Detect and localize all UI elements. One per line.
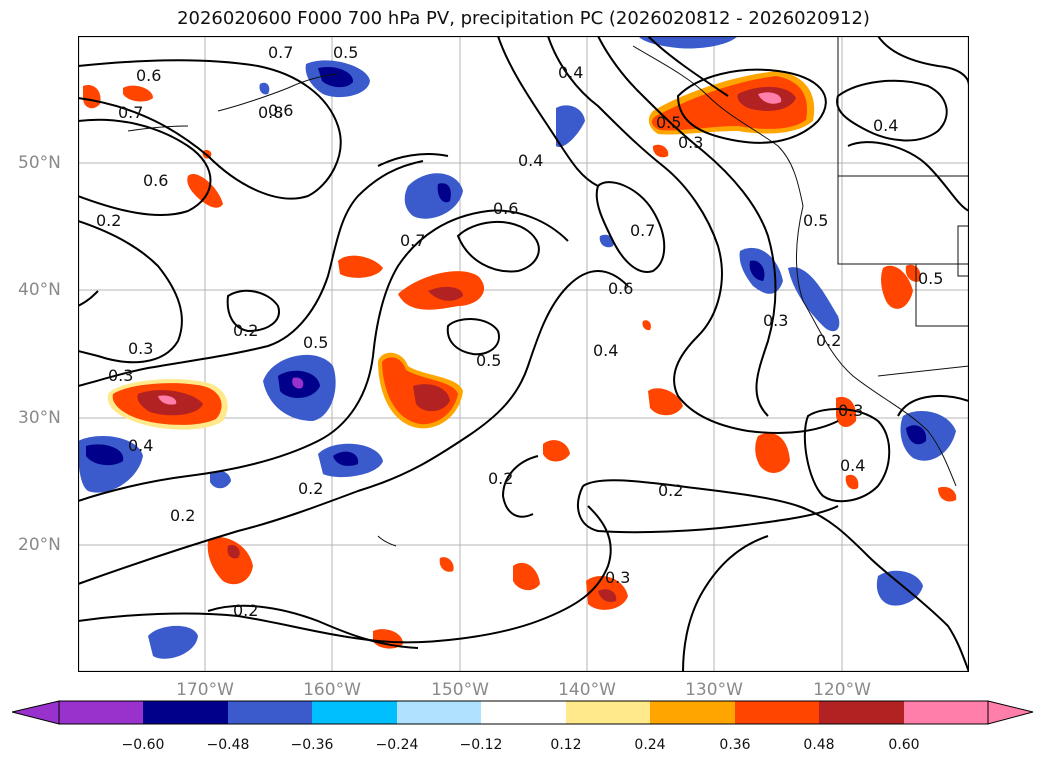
coastlines [127, 36, 969, 547]
colorbar-tick: 0.48 [803, 737, 835, 753]
map-panel: 0.7 0.6 0.6 0.7 0.8 0.5 0.6 0.2 0.3 0.2 … [78, 36, 969, 672]
colorbar-bin [397, 701, 481, 724]
svg-text:0.3: 0.3 [108, 366, 133, 385]
svg-text:0.5: 0.5 [803, 211, 828, 230]
svg-text:0.6: 0.6 [608, 279, 633, 298]
lon-label-150w: 150°W [431, 680, 489, 700]
svg-text:0.7: 0.7 [268, 43, 293, 62]
svg-text:0.2: 0.2 [298, 479, 323, 498]
svg-text:0.2: 0.2 [233, 321, 258, 340]
colorbar-tick: −0.36 [290, 737, 334, 753]
negative-precip-shading [78, 36, 956, 659]
contour-labels: 0.7 0.6 0.6 0.7 0.8 0.5 0.6 0.2 0.3 0.2 … [96, 43, 943, 620]
colorbar-tick: −0.24 [375, 737, 419, 753]
svg-text:0.3: 0.3 [678, 133, 703, 152]
colorbar-tick: 0.12 [550, 737, 582, 753]
colorbar-tick: 0.60 [888, 737, 920, 753]
svg-text:0.2: 0.2 [658, 481, 683, 500]
colorbar-extend-low [11, 700, 60, 725]
colorbar-bin [650, 701, 735, 724]
positive-precip-shading [83, 71, 957, 649]
colorbar-bin [566, 701, 650, 724]
svg-text:0.6: 0.6 [493, 199, 518, 218]
colorbar-bin [143, 701, 228, 724]
svg-text:0.7: 0.7 [118, 103, 143, 122]
graticule [78, 36, 969, 672]
svg-text:0.3: 0.3 [763, 311, 788, 330]
lon-label-130w: 130°W [685, 680, 743, 700]
svg-text:0.5: 0.5 [303, 333, 328, 352]
svg-text:0.5: 0.5 [918, 269, 943, 288]
svg-text:0.5: 0.5 [476, 351, 501, 370]
colorbar-bin [228, 701, 312, 724]
svg-text:0.7: 0.7 [630, 221, 655, 240]
svg-text:0.2: 0.2 [170, 506, 195, 525]
svg-text:0.2: 0.2 [233, 601, 258, 620]
colorbar-tick: −0.60 [121, 737, 165, 753]
colorbar-tick: 0.36 [719, 737, 751, 753]
colorbar-bin [312, 701, 397, 724]
svg-text:0.3: 0.3 [838, 401, 863, 420]
colorbar [11, 700, 1034, 730]
colorbar-bin [904, 701, 988, 724]
svg-text:0.6: 0.6 [268, 101, 293, 120]
svg-text:0.6: 0.6 [136, 66, 161, 85]
svg-text:0.4: 0.4 [128, 436, 153, 455]
colorbar-tick: 0.24 [634, 737, 666, 753]
colorbar-bin [735, 701, 819, 724]
svg-text:0.5: 0.5 [333, 43, 358, 62]
svg-text:0.2: 0.2 [96, 211, 121, 230]
svg-text:0.3: 0.3 [605, 568, 630, 587]
colorbar-bin [481, 701, 566, 724]
svg-text:0.7: 0.7 [400, 231, 425, 250]
lon-label-120w: 120°W [813, 680, 871, 700]
lat-label-40n: 40°N [18, 280, 61, 300]
svg-text:0.2: 0.2 [816, 331, 841, 350]
lat-label-30n: 30°N [18, 408, 61, 428]
svg-text:0.4: 0.4 [558, 63, 583, 82]
svg-text:0.6: 0.6 [143, 171, 168, 190]
lat-label-50n: 50°N [18, 153, 61, 173]
lat-label-20n: 20°N [18, 535, 61, 555]
svg-text:0.2: 0.2 [488, 469, 513, 488]
svg-text:0.4: 0.4 [873, 116, 898, 135]
colorbar-extend-high [987, 700, 1034, 725]
colorbar-bin [819, 701, 904, 724]
svg-text:0.4: 0.4 [593, 341, 618, 360]
svg-text:0.8: 0.8 [258, 103, 283, 122]
colorbar-tick: −0.48 [206, 737, 250, 753]
lon-label-140w: 140°W [558, 680, 616, 700]
colorbar-tick: −0.12 [459, 737, 503, 753]
lon-label-160w: 160°W [303, 680, 361, 700]
svg-text:0.4: 0.4 [518, 151, 543, 170]
svg-text:0.5: 0.5 [656, 113, 681, 132]
map-title: 2026020600 F000 700 hPa PV, precipitatio… [177, 8, 870, 29]
svg-text:0.3: 0.3 [128, 339, 153, 358]
lon-label-170w: 170°W [176, 680, 234, 700]
pv-contours [78, 36, 969, 672]
svg-text:0.4: 0.4 [840, 456, 865, 475]
colorbar-bin [59, 701, 143, 724]
